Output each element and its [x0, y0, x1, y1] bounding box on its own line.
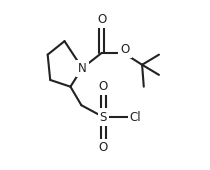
Text: O: O — [99, 141, 108, 154]
Text: O: O — [99, 80, 108, 93]
Text: N: N — [78, 62, 87, 75]
Text: O: O — [97, 13, 106, 26]
Text: S: S — [100, 110, 107, 124]
Text: Cl: Cl — [130, 110, 142, 124]
Text: O: O — [121, 43, 130, 56]
